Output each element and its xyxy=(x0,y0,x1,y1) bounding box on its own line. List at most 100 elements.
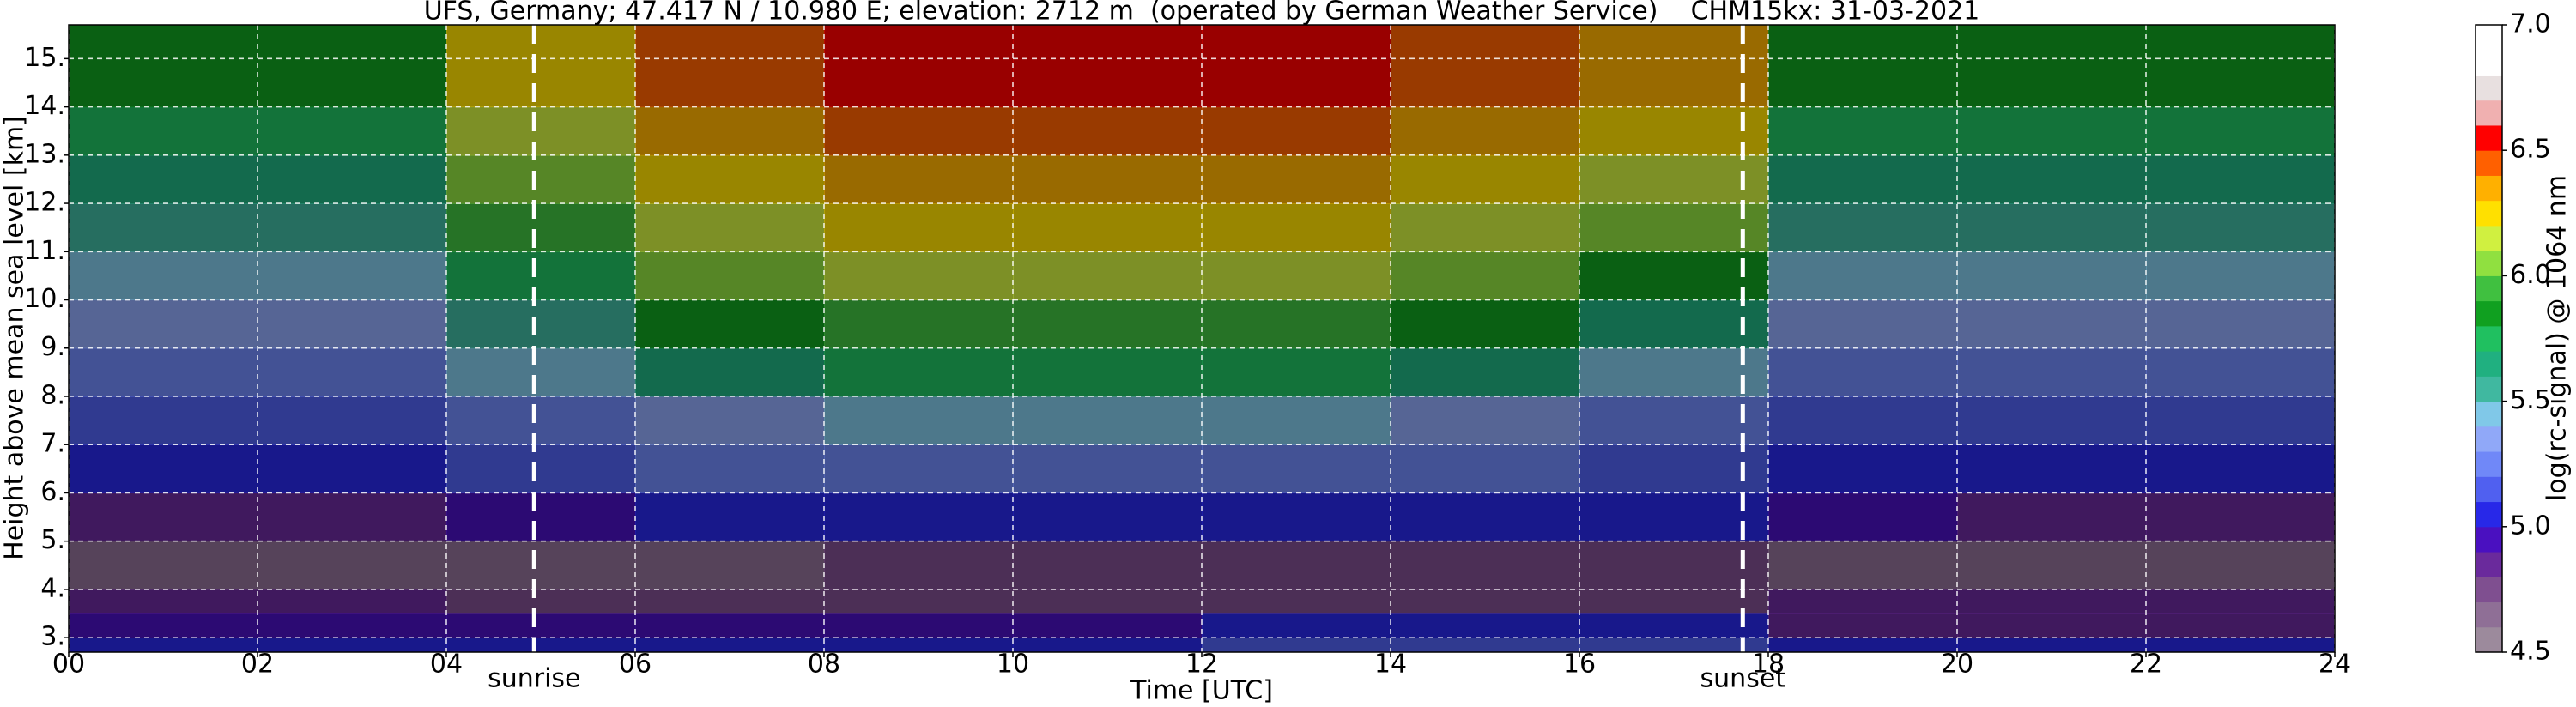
colorbar-tick-label: 7.0 xyxy=(2510,9,2551,39)
heatmap-cell xyxy=(446,299,636,349)
heatmap-cell xyxy=(1579,589,1769,614)
heatmap-cell xyxy=(635,396,825,445)
heatmap-cell xyxy=(1768,541,1958,590)
heatmap-cell xyxy=(2146,203,2336,252)
heatmap-cell xyxy=(1013,492,1203,542)
x-tick-label: 10 xyxy=(997,650,1029,680)
heatmap-cell xyxy=(1957,541,2147,590)
heatmap-cell xyxy=(69,25,258,108)
heatmap-cell xyxy=(258,589,447,614)
heatmap-cell xyxy=(1202,613,1391,638)
heatmap-cell xyxy=(446,25,636,108)
heatmap-cell xyxy=(446,638,636,653)
heatmap-cell xyxy=(1579,154,1769,204)
colorbar-tick-label: 6.5 xyxy=(2510,135,2551,165)
heatmap-cell xyxy=(69,589,258,614)
heatmap-cell xyxy=(69,492,258,542)
heatmap-cell xyxy=(1202,396,1391,445)
colorbar-segment xyxy=(2476,626,2502,653)
colorbar-segment xyxy=(2476,577,2502,603)
chart-title: UFS, Germany; 47.417 N / 10.980 E; eleva… xyxy=(424,0,1980,27)
heatmap-cell xyxy=(1768,444,1958,493)
x-tick-label: 04 xyxy=(430,650,463,680)
y-tick-label: 5. xyxy=(40,525,65,555)
y-tick-label: 9. xyxy=(40,332,65,362)
x-tick-label: 00 xyxy=(52,650,85,680)
x-tick-label: 08 xyxy=(808,650,840,680)
heatmap-cell xyxy=(1768,25,1958,108)
heatmap-cell xyxy=(1957,106,2147,156)
heatmap-cell xyxy=(1957,203,2147,252)
x-tick-label: 02 xyxy=(241,650,274,680)
heatmap-cell xyxy=(1957,444,2147,493)
heatmap-cell xyxy=(635,589,825,614)
heatmap-cell xyxy=(1391,541,1580,590)
heatmap-cell xyxy=(635,492,825,542)
heatmap-cell xyxy=(258,251,447,301)
heatmap-cell xyxy=(69,613,258,638)
heatmap-cell xyxy=(69,444,258,493)
heatmap-cell xyxy=(2146,25,2336,108)
heatmap-cell xyxy=(1768,589,1958,614)
y-tick-label: 8. xyxy=(40,380,65,410)
heatmap-cell xyxy=(2146,396,2336,445)
x-tick-label: 14 xyxy=(1374,650,1407,680)
heatmap-cell xyxy=(69,396,258,445)
colorbar-segment xyxy=(2476,150,2502,176)
heatmap-cell xyxy=(1957,638,2147,653)
heatmap-cell xyxy=(1391,25,1580,108)
heatmap-cell xyxy=(1013,589,1203,614)
heatmap-cell xyxy=(1391,396,1580,445)
heatmap-cell xyxy=(1391,106,1580,156)
heatmap-cell xyxy=(1579,25,1769,108)
heatmap-cell xyxy=(69,154,258,204)
x-tick-label: 12 xyxy=(1185,650,1218,680)
heatmap-cell xyxy=(635,154,825,204)
heatmap-cell xyxy=(1013,396,1203,445)
x-axis-label: Time [UTC] xyxy=(1130,676,1273,706)
heatmap-cell xyxy=(2146,106,2336,156)
heatmap-cell xyxy=(446,589,636,614)
heatmap-cell xyxy=(446,154,636,204)
heatmap-cell xyxy=(258,299,447,349)
heatmap-cell xyxy=(258,492,447,542)
heatmap-cell xyxy=(1202,638,1391,653)
heatmap-cell xyxy=(1768,492,1958,542)
colorbar-tick-label: 6.0 xyxy=(2510,260,2551,290)
heatmap-cell xyxy=(2146,444,2336,493)
y-tick-label: 7. xyxy=(40,429,65,459)
heatmap-cell xyxy=(2146,492,2336,542)
y-tick-label: 10. xyxy=(24,284,65,314)
heatmap-cell xyxy=(258,203,447,252)
heatmap-cell xyxy=(824,396,1014,445)
y-tick-label: 15. xyxy=(24,43,65,73)
heatmap-cell xyxy=(824,25,1014,108)
y-axis-label: Height above mean sea level [km] xyxy=(0,116,30,560)
colorbar-segment xyxy=(2476,351,2502,377)
heatmap-cell xyxy=(1768,299,1958,349)
heatmap-cell xyxy=(258,347,447,397)
heatmap-cell xyxy=(1391,492,1580,542)
heatmap-cell xyxy=(1957,154,2147,204)
heatmap-cell xyxy=(1202,203,1391,252)
heatmap-cell xyxy=(1391,613,1580,638)
colorbar-tick-label: 5.0 xyxy=(2510,511,2551,541)
colorbar-segment xyxy=(2476,376,2502,402)
heatmap-cell xyxy=(1202,154,1391,204)
heatmap-cell xyxy=(824,203,1014,252)
heatmap-cell xyxy=(1579,541,1769,590)
heatmap-cell xyxy=(2146,638,2336,653)
heatmap-cell xyxy=(1957,299,2147,349)
heatmap-cell xyxy=(69,299,258,349)
heatmap-cell xyxy=(1768,638,1958,653)
heatmap-cell xyxy=(258,106,447,156)
heatmap-cell xyxy=(1768,396,1958,445)
heatmap-cell xyxy=(446,347,636,397)
heatmap-cell xyxy=(446,251,636,301)
colorbar-segment xyxy=(2476,225,2502,251)
heatmap-cell xyxy=(69,347,258,397)
x-tick-label: 16 xyxy=(1563,650,1596,680)
heatmap-cell xyxy=(635,613,825,638)
colorbar-tick-label: 5.5 xyxy=(2510,385,2551,415)
